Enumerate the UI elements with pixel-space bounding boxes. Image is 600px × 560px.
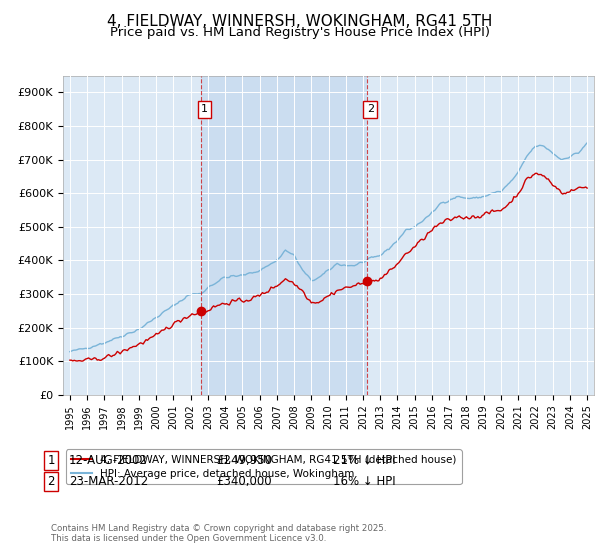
Text: 21% ↓ HPI: 21% ↓ HPI bbox=[333, 454, 395, 467]
Legend: 4, FIELDWAY, WINNERSH, WOKINGHAM, RG41 5TH (detached house), HPI: Average price,: 4, FIELDWAY, WINNERSH, WOKINGHAM, RG41 5… bbox=[65, 450, 461, 484]
Text: 12-AUG-2002: 12-AUG-2002 bbox=[69, 454, 148, 467]
Text: 16% ↓ HPI: 16% ↓ HPI bbox=[333, 475, 395, 488]
Text: £340,000: £340,000 bbox=[216, 475, 272, 488]
Text: Contains HM Land Registry data © Crown copyright and database right 2025.
This d: Contains HM Land Registry data © Crown c… bbox=[51, 524, 386, 543]
Text: 2: 2 bbox=[367, 104, 374, 114]
Text: 2: 2 bbox=[47, 475, 55, 488]
Text: 1: 1 bbox=[201, 104, 208, 114]
Text: 4, FIELDWAY, WINNERSH, WOKINGHAM, RG41 5TH: 4, FIELDWAY, WINNERSH, WOKINGHAM, RG41 5… bbox=[107, 14, 493, 29]
Bar bbox=[201, 76, 367, 395]
Text: 23-MAR-2012: 23-MAR-2012 bbox=[69, 475, 148, 488]
Text: 1: 1 bbox=[47, 454, 55, 467]
Text: £249,950: £249,950 bbox=[216, 454, 272, 467]
Text: Price paid vs. HM Land Registry's House Price Index (HPI): Price paid vs. HM Land Registry's House … bbox=[110, 26, 490, 39]
